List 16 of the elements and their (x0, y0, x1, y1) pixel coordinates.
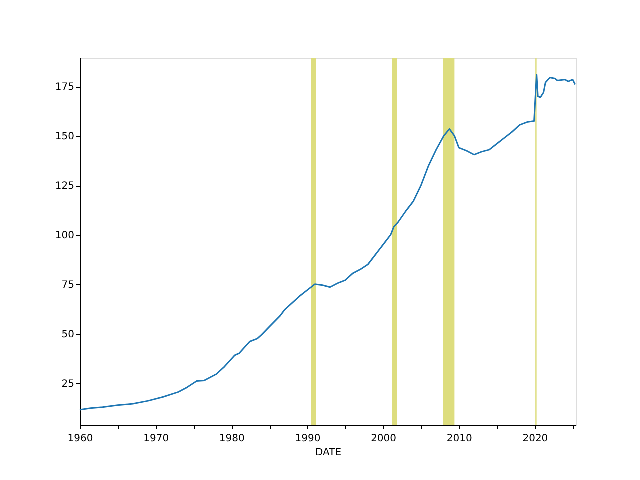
y-tick-label: 50 (62, 329, 74, 340)
x-tick-label: 1990 (295, 434, 321, 444)
y-tick-label: 175 (55, 82, 74, 94)
x-tick-label: 2010 (446, 434, 472, 444)
line-series (79, 74, 576, 411)
y-tick-label: 25 (62, 378, 74, 390)
y-tick-label: 100 (55, 230, 74, 242)
x-tick-label: 1960 (68, 434, 94, 444)
y-tick-label: 150 (55, 132, 74, 143)
x-tick-label: 1970 (144, 434, 170, 444)
x-tick-label: 2000 (371, 434, 397, 444)
x-tick-label: 1980 (219, 434, 245, 444)
x-axis-title: DATE (315, 448, 342, 458)
x-tick-label: 2020 (522, 434, 548, 444)
y-tick-label: 75 (62, 280, 74, 291)
y-tick-label: 125 (55, 181, 74, 192)
